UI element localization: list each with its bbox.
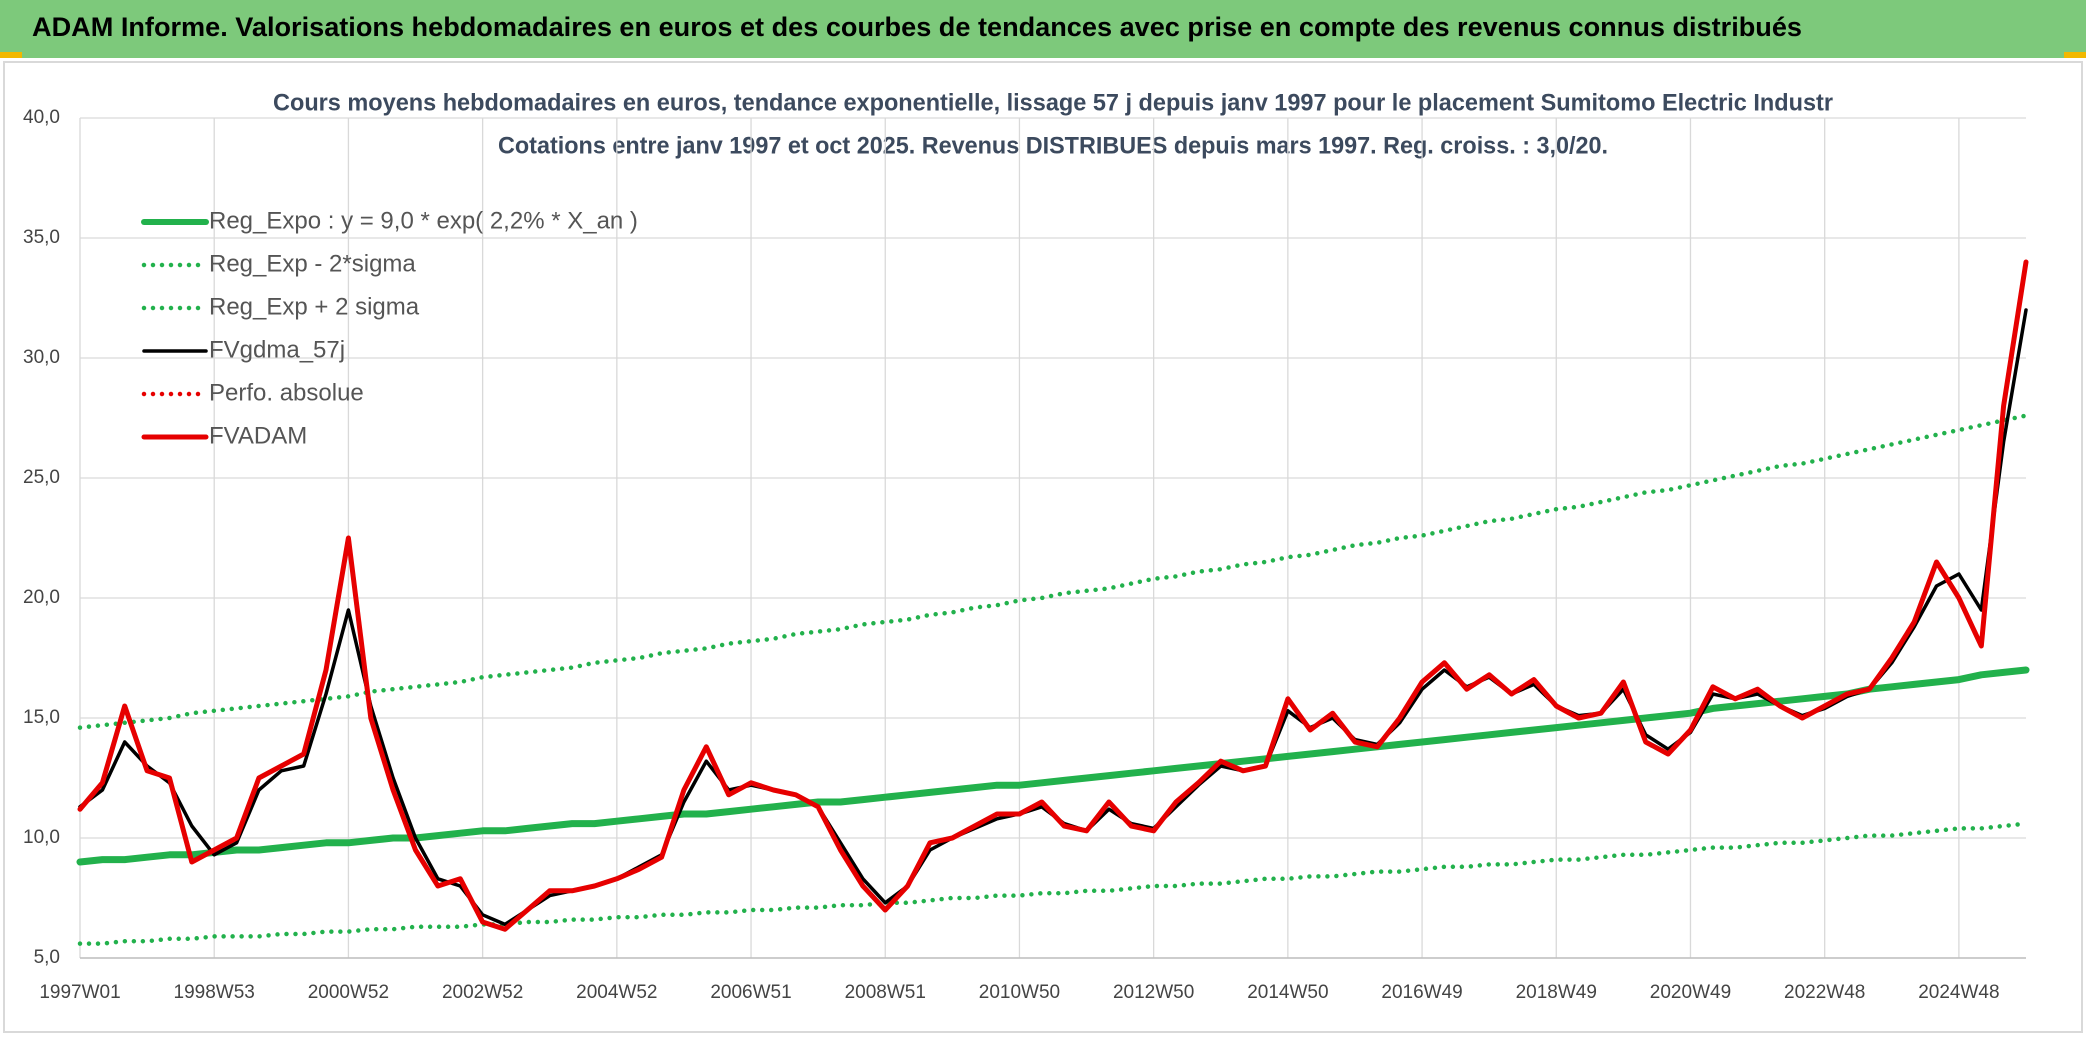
legend: Reg_Expo : y = 9,0 * exp( 2,2% * X_an ) R… (141, 207, 638, 449)
x-tick-label: 2024W48 (1918, 982, 1999, 1003)
y-tick-label: 30,0 (23, 347, 60, 368)
x-tick-label: 1998W53 (174, 982, 255, 1003)
x-tick-label: 2018W49 (1516, 982, 1597, 1003)
banner-bg (0, 0, 2086, 58)
x-tick-label: 2002W52 (442, 982, 523, 1003)
series-line (77, 259, 2029, 932)
legend-label: FVgdma_57j (209, 336, 345, 363)
x-tick-label: 2014W50 (1247, 982, 1328, 1003)
x-tick-label: 2000W52 (308, 982, 389, 1003)
y-tick-label: 40,0 (23, 107, 60, 128)
y-tick-label: 10,0 (23, 827, 60, 848)
corner (0, 52, 22, 58)
legend-label: FVADAM (209, 422, 307, 449)
x-tick-label: 2022W48 (1784, 982, 1865, 1003)
x-tick-label: 2020W49 (1650, 982, 1731, 1003)
x-tick-label: 2008W51 (845, 982, 926, 1003)
y-tick-label: 25,0 (23, 467, 60, 488)
plot (76, 259, 2030, 946)
y-tick-label: 20,0 (23, 587, 60, 608)
y-tick-label: 5,0 (34, 947, 60, 968)
y-tick-label: 15,0 (23, 707, 60, 728)
x-tick-label: 2006W51 (710, 982, 791, 1003)
legend-label: Reg_Exp + 2 sigma (209, 293, 420, 320)
banner-title: ADAM Informe. Valorisations hebdomadaire… (32, 12, 1802, 42)
x-tick-label: 2016W49 (1381, 982, 1462, 1003)
x-tick-label: 2012W50 (1113, 982, 1194, 1003)
legend-label: Reg_Expo : y = 9,0 * exp( 2,2% * X_an ) (209, 207, 638, 234)
x-tick-label: 2010W50 (979, 982, 1060, 1003)
chart-title: Cours moyens hebdomadaires en euros, ten… (273, 89, 1833, 116)
y-tick-label: 35,0 (23, 227, 60, 248)
x-tick-label: 2004W52 (576, 982, 657, 1003)
series-line (77, 821, 2029, 946)
series-line (77, 413, 2029, 730)
legend-label: Reg_Exp - 2*sigma (209, 250, 416, 277)
chart-subtitle: Cotations entre janv 1997 et oct 2025. R… (498, 132, 1608, 159)
corner (2064, 52, 2086, 58)
legend-label: Perfo. absolue (209, 379, 364, 406)
x-tick-label: 1997W01 (39, 982, 120, 1003)
